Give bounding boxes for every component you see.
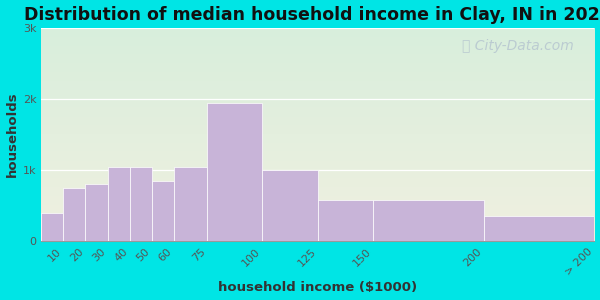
Bar bbox=[484, 217, 594, 242]
Bar bbox=[207, 103, 262, 242]
X-axis label: household income ($1000): household income ($1000) bbox=[218, 281, 418, 294]
Bar bbox=[318, 200, 373, 242]
Title: Distribution of median household income in Clay, IN in 2021: Distribution of median household income … bbox=[24, 6, 600, 24]
Bar bbox=[373, 200, 484, 242]
Bar bbox=[130, 167, 152, 242]
Bar bbox=[174, 167, 207, 242]
Bar bbox=[64, 188, 85, 242]
Bar bbox=[262, 170, 318, 242]
Bar bbox=[85, 184, 107, 242]
Text: ⓘ City-Data.com: ⓘ City-Data.com bbox=[461, 39, 574, 52]
Bar bbox=[152, 181, 174, 242]
Bar bbox=[107, 167, 130, 242]
Y-axis label: households: households bbox=[5, 92, 19, 178]
Bar bbox=[41, 213, 64, 242]
